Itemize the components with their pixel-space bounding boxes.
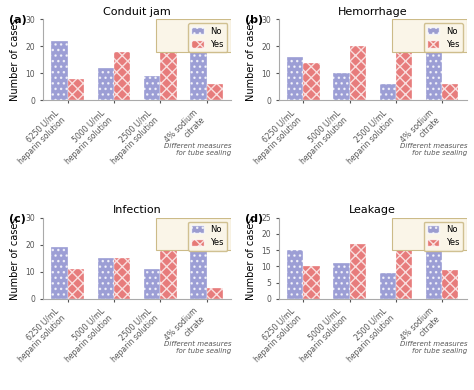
Bar xyxy=(333,263,350,299)
Bar xyxy=(144,76,160,101)
Legend: No, Yes: No, Yes xyxy=(188,222,227,251)
Bar xyxy=(426,224,442,299)
Bar xyxy=(160,44,176,101)
Legend: No, Yes: No, Yes xyxy=(188,23,227,52)
Text: P<0.001: P<0.001 xyxy=(428,244,463,253)
Title: Infection: Infection xyxy=(113,206,162,215)
Text: P<0.001: P<0.001 xyxy=(428,45,463,54)
Text: (a): (a) xyxy=(9,15,27,25)
Bar xyxy=(380,84,396,101)
FancyBboxPatch shape xyxy=(392,19,467,51)
Text: P<0.001: P<0.001 xyxy=(192,45,228,54)
Bar xyxy=(287,250,303,299)
Bar xyxy=(207,84,223,101)
Bar xyxy=(98,68,114,101)
Text: Different measures
for tube sealing: Different measures for tube sealing xyxy=(400,143,467,156)
Title: Leakage: Leakage xyxy=(349,206,396,215)
Bar xyxy=(68,269,84,299)
Text: Different measures
for tube sealing: Different measures for tube sealing xyxy=(400,341,467,355)
Y-axis label: Number of cases: Number of cases xyxy=(10,217,20,300)
Text: Different measures
for tube sealing: Different measures for tube sealing xyxy=(164,143,231,156)
FancyBboxPatch shape xyxy=(392,218,467,250)
Bar xyxy=(144,269,160,299)
Y-axis label: Number of cases: Number of cases xyxy=(246,217,255,300)
Bar xyxy=(333,73,350,101)
Bar xyxy=(114,51,130,101)
Bar xyxy=(303,266,319,299)
Title: Hemorrhage: Hemorrhage xyxy=(338,7,408,17)
Bar xyxy=(380,273,396,299)
Bar xyxy=(426,35,442,101)
Title: Conduit jam: Conduit jam xyxy=(103,7,171,17)
Text: (b): (b) xyxy=(245,15,263,25)
Legend: No, Yes: No, Yes xyxy=(424,23,463,52)
Bar xyxy=(207,288,223,299)
Bar xyxy=(191,35,207,101)
Bar xyxy=(442,84,458,101)
FancyBboxPatch shape xyxy=(156,218,231,250)
Bar xyxy=(52,247,68,299)
Legend: No, Yes: No, Yes xyxy=(424,222,463,251)
Bar xyxy=(396,35,412,101)
Bar xyxy=(350,46,366,101)
FancyBboxPatch shape xyxy=(156,19,231,51)
Y-axis label: Number of cases: Number of cases xyxy=(246,19,255,101)
Bar xyxy=(191,229,207,299)
Bar xyxy=(98,258,114,299)
Bar xyxy=(350,244,366,299)
Bar xyxy=(52,41,68,101)
Bar xyxy=(114,258,130,299)
Bar xyxy=(396,224,412,299)
Bar xyxy=(68,79,84,101)
Bar xyxy=(442,269,458,299)
Bar xyxy=(303,62,319,101)
Text: (c): (c) xyxy=(9,213,26,223)
Text: Different measures
for tube sealing: Different measures for tube sealing xyxy=(164,341,231,355)
Bar xyxy=(160,247,176,299)
Text: P<0.001: P<0.001 xyxy=(192,244,228,253)
Text: (d): (d) xyxy=(245,213,263,223)
Y-axis label: Number of cases: Number of cases xyxy=(10,19,20,101)
Bar xyxy=(287,57,303,101)
